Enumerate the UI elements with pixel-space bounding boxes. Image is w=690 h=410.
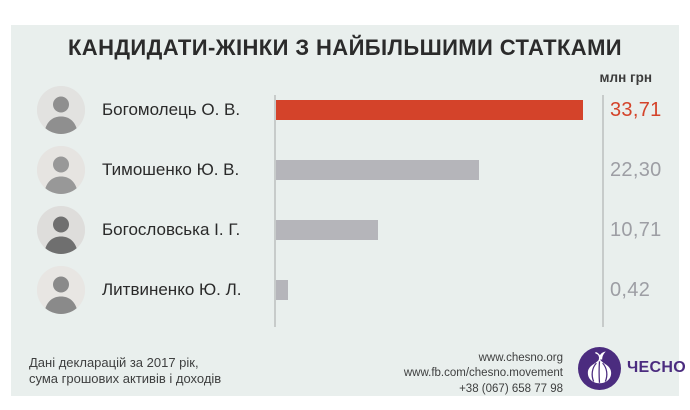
person-portrait-icon: [37, 206, 85, 254]
contact-block: www.chesno.org www.fb.com/chesno.movemen…: [404, 351, 563, 397]
candidate-name: Богословська І. Г.: [102, 220, 241, 239]
source-line-2: сума грошових активів і доходів: [29, 370, 222, 386]
chesno-logo: [578, 347, 621, 390]
value-bar: [276, 100, 583, 120]
data-source-note: Дані декларацій за 2017 рік, сума грошов…: [29, 355, 221, 386]
candidate-row: Тимошенко Ю. В. 22,30: [11, 140, 679, 200]
value-bar: [276, 160, 479, 180]
candidate-row: Богословська І. Г. 10,71: [11, 200, 679, 260]
chesno-logo-text: ЧЕСНО: [627, 359, 686, 376]
candidate-name: Тимошенко Ю. В.: [102, 160, 240, 179]
value-label: 10,71: [610, 219, 662, 241]
unit-label: млн грн: [599, 70, 653, 85]
value-label: 33,71: [610, 99, 662, 121]
value-bar: [276, 280, 288, 300]
candidate-photo: [37, 146, 85, 194]
candidate-row: Богомолець О. В. 33,71: [11, 80, 679, 140]
candidate-photo: [37, 206, 85, 254]
person-portrait-icon: [37, 86, 85, 134]
page-title: КАНДИДАТИ-ЖІНКИ З НАЙБІЛЬШИМИ СТАТКАМИ: [67, 35, 623, 60]
candidate-name: Богомолець О. В.: [102, 100, 241, 119]
value-label: 0,42: [610, 279, 651, 301]
candidate-photo: [37, 86, 85, 134]
value-bar: [276, 220, 378, 240]
phone-number: +38 (067) 658 77 98: [459, 382, 563, 395]
candidate-row: Литвиненко Ю. Л. 0,42: [11, 260, 679, 320]
candidate-name: Литвиненко Ю. Л.: [102, 280, 242, 299]
value-label: 22,30: [610, 159, 662, 181]
chart-panel: КАНДИДАТИ-ЖІНКИ З НАЙБІЛЬШИМИ СТАТКАМИ м…: [11, 25, 686, 397]
person-portrait-icon: [37, 266, 85, 314]
website-url: www.chesno.org: [478, 352, 563, 364]
axis-baseline: [274, 95, 276, 327]
candidate-photo: [37, 266, 85, 314]
source-line-1: Дані декларацій за 2017 рік,: [29, 355, 199, 370]
person-portrait-icon: [37, 146, 85, 194]
facebook-url: www.fb.com/chesno.movement: [403, 367, 563, 380]
axis-endline: [602, 95, 604, 327]
garlic-icon: [578, 347, 621, 390]
